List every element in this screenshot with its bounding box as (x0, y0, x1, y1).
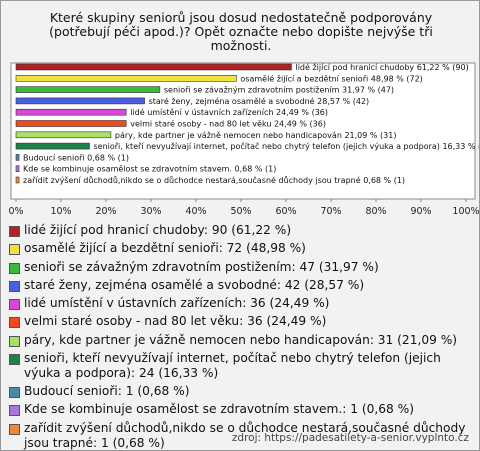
legend-item: osamělé žijící a bezdětní senioři: 72 (4… (9, 241, 474, 256)
legend-item: Kde se kombinuje osamělost se zdravotním… (9, 402, 474, 417)
value-label: 31,97 % (47) (342, 86, 394, 95)
bar-label: lidé žijící pod hranicí chudoby 61,22 % … (295, 62, 468, 72)
legend-swatch (9, 226, 20, 237)
value-label: 16,33 % (24) (442, 142, 479, 151)
legend-swatch (9, 405, 20, 417)
legend-swatch (9, 387, 20, 399)
x-tick-label: 10% (50, 206, 71, 217)
legend-swatch (9, 299, 20, 311)
legend-swatch (9, 262, 20, 274)
bar (15, 165, 20, 172)
bar-category: senioři, kteří nevyužívají internet, poč… (93, 141, 439, 151)
legend-item: staré ženy, zejména osamělé a svobodné: … (9, 278, 474, 293)
plot-area (10, 62, 476, 200)
bar (15, 75, 237, 82)
bar-category: páry, kde partner je vážně nemocen nebo … (115, 131, 342, 140)
bar-label: lidé umístění v ústavních zařízeních 24,… (130, 107, 328, 117)
chart: 0% 10% 20% 30% 40% 50% 60% 70% 80% 90% 100% lidé ži… (8, 62, 479, 217)
source: zdroj: https://padesatilety-a-senior.vyp… (231, 432, 469, 444)
legend-label: senioři, kteří nevyužívají internet, poč… (24, 351, 441, 380)
x-tick-label: 70% (320, 206, 341, 217)
legend-swatch (9, 354, 20, 366)
legend-label: páry, kde partner je vážně nemocen nebo … (24, 332, 458, 347)
x-tick-label: 100% (452, 206, 479, 217)
bar-label: senioři, kteří nevyužívají internet, poč… (93, 141, 479, 151)
x-tick-label: 0% (8, 206, 23, 217)
legend-label: staré ženy, zejména osamělé a svobodné: … (24, 277, 365, 292)
legend: lidé žijící pod hranicí chudoby: 90 (61,… (9, 223, 474, 450)
bar-category: Budoucí senioři (23, 153, 85, 162)
x-tick-label: 90% (410, 206, 431, 217)
bar-label: Kde se kombinuje osamělost se zdravotním… (23, 165, 276, 174)
value-label: 0,68 % (1) (363, 176, 405, 185)
legend-label: lidé umístění v ústavních zařízeních: 36… (24, 296, 330, 311)
legend-item: Budoucí senioři: 1 (0,68 %) (9, 384, 474, 399)
bar (15, 131, 112, 139)
value-label: 24,49 % (36) (274, 120, 326, 129)
bar-category: Kde se kombinuje osamělost se zdravotním… (23, 165, 232, 174)
bar-label: senioři se závažným zdravotním postižení… (164, 86, 394, 95)
bar (15, 63, 292, 71)
x-tick-label: 30% (140, 206, 161, 217)
bar (15, 86, 161, 93)
legend-item: zařídit zvýšení důchodů,nikdo se o důcho… (9, 420, 474, 450)
x-tick-label: 20% (95, 206, 116, 217)
bar-category: lidé žijící pod hranicí chudoby (295, 62, 414, 72)
legend-swatch (9, 423, 20, 435)
legend-item: lidé umístění v ústavních zařízeních: 36… (9, 296, 474, 311)
value-label: 0,68 % (1) (87, 153, 129, 162)
bar-category: zařídit zvýšení důchodů,nikdo se o důcho… (23, 175, 361, 185)
bar-category: osamělé žijící a bezdětní senioři (240, 73, 368, 83)
x-tick-label: 40% (185, 206, 206, 217)
bar-label: Budoucí senioři 0,68 % (1) (23, 153, 129, 162)
legend-label: lidé žijící pod hranicí chudoby: 90 (61,… (24, 223, 292, 237)
bar-category: velmi staré osoby - nad 80 let věku (130, 119, 271, 129)
legend-label: zařídit zvýšení důchodů,nikdo se o důcho… (24, 420, 466, 450)
bar-category: staré ženy, zejména osamělé a svobodné (149, 96, 315, 106)
legend-item: velmi staré osoby - nad 80 let věku: 36 … (9, 314, 474, 329)
value-label: 61,22 % (90) (417, 63, 469, 72)
bar-label: osamělé žijící a bezdětní senioři 48,98 … (240, 73, 422, 83)
x-tick-label: 60% (275, 206, 296, 217)
legend-label: senioři se závažným zdravotním postižení… (24, 259, 379, 274)
legend-item: lidé žijící pod hranicí chudoby: 90 (61,… (9, 223, 474, 238)
legend-swatch (9, 317, 20, 329)
legend-label: Budoucí senioři: 1 (0,68 %) (24, 384, 190, 399)
legend-label: Kde se kombinuje osamělost se zdravotním… (24, 402, 414, 417)
value-label: 24,49 % (36) (276, 108, 328, 117)
bar (15, 97, 145, 105)
bar (15, 120, 127, 127)
x-tick-label: 50% (230, 206, 251, 217)
bar-label: páry, kde partner je vážně nemocen nebo … (115, 131, 397, 140)
legend-item: senioři se závažným zdravotním postižení… (9, 260, 474, 275)
bar-label: velmi staré osoby - nad 80 let věku 24,4… (130, 119, 326, 129)
value-label: 0,68 % (1) (235, 165, 277, 174)
value-label: 28,57 % (42) (317, 97, 369, 106)
bar-category: senioři se závažným zdravotním postižení… (164, 86, 340, 95)
bar-label: staré ženy, zejména osamělé a svobodné 2… (149, 96, 370, 106)
legend-item: senioři, kteří nevyužívají internet, poč… (9, 351, 474, 381)
legend-label: velmi staré osoby - nad 80 let věku: 36 … (24, 314, 327, 329)
bar (15, 142, 90, 150)
legend-swatch (9, 244, 20, 256)
bar-label: zařídit zvýšení důchodů,nikdo se o důcho… (23, 175, 405, 185)
value-label: 48,98 % (72) (371, 74, 423, 83)
bar-category: lidé umístění v ústavních zařízeních (130, 107, 273, 117)
bar (15, 154, 20, 161)
bar (15, 176, 20, 184)
legend-label: osamělé žijící a bezdětní senioři: 72 (4… (24, 241, 306, 256)
chart-title: Které skupiny seniorů jsou dosud nedosta… (49, 10, 433, 53)
legend-item: páry, kde partner je vážně nemocen nebo … (9, 333, 474, 348)
bar (15, 108, 127, 116)
legend-swatch (9, 280, 20, 292)
x-tick-label: 80% (365, 206, 386, 217)
legend-swatch (9, 335, 20, 347)
value-label: 21,09 % (31) (344, 131, 396, 140)
